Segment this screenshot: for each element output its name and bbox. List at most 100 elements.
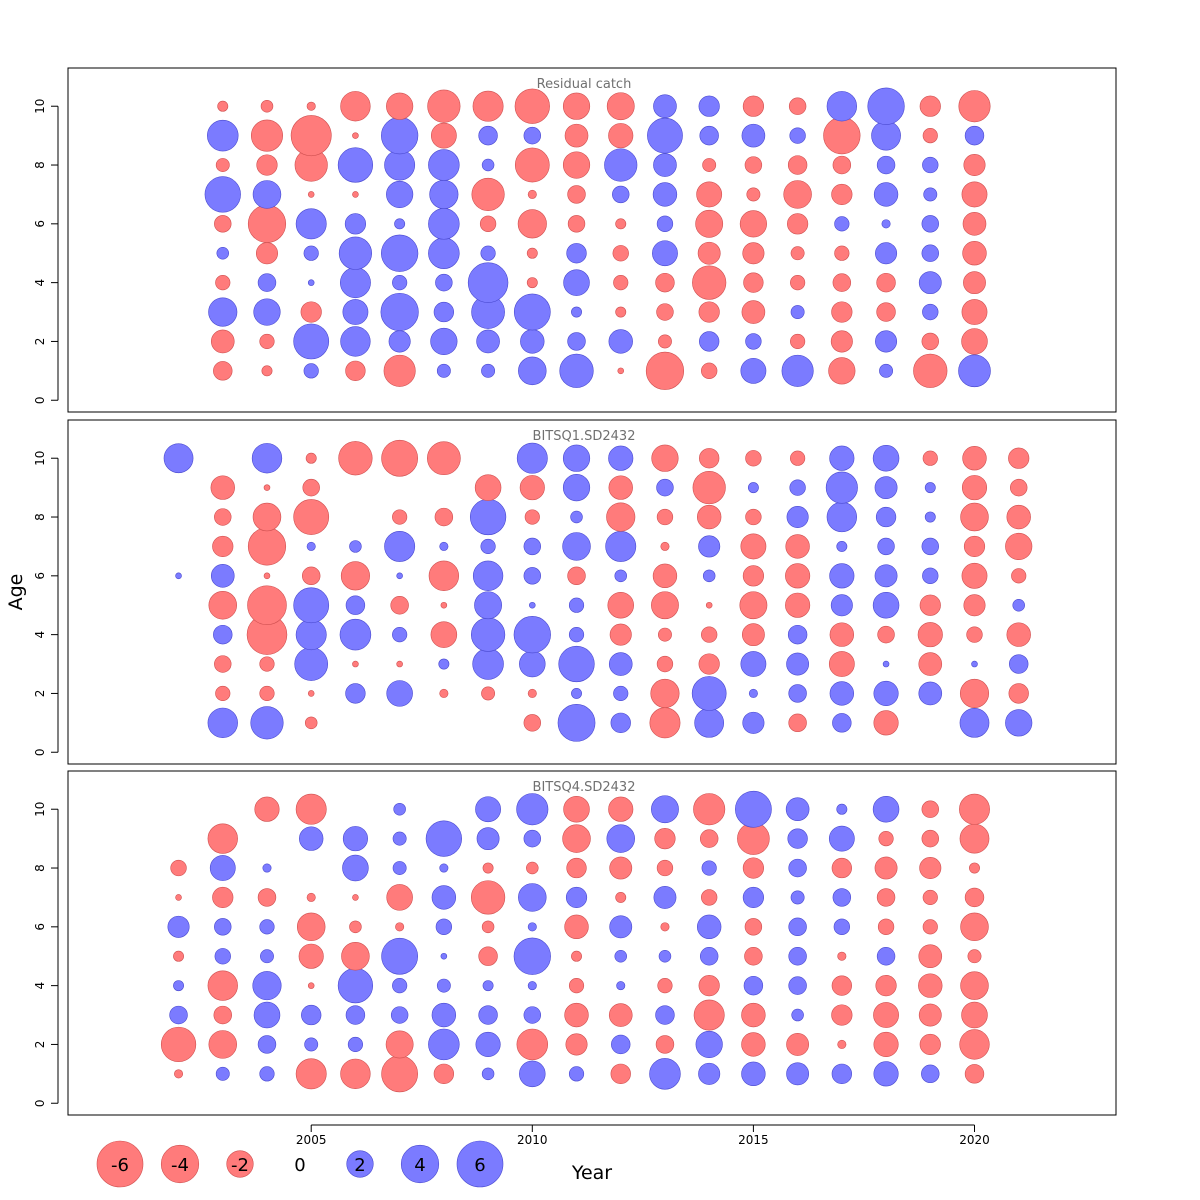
- residual-bubble: [960, 971, 989, 1000]
- residual-bubble: [393, 802, 406, 816]
- residual-bubble: [876, 302, 896, 322]
- residual-bubble: [881, 219, 891, 229]
- residual-bubble: [427, 89, 461, 123]
- residual-bubble: [788, 976, 807, 995]
- residual-bubble: [656, 478, 674, 497]
- residual-bubble: [392, 275, 408, 291]
- residual-bubble: [1011, 568, 1027, 584]
- residual-bubble: [656, 655, 674, 673]
- residual-bubble: [694, 707, 725, 738]
- residual-bubble: [741, 1061, 766, 1087]
- residual-bubble: [611, 1034, 631, 1055]
- residual-bubble: [295, 1058, 327, 1090]
- residual-bubble: [787, 155, 808, 175]
- residual-bubble: [649, 1058, 681, 1090]
- residual-bubble: [214, 215, 232, 233]
- residual-bubble: [570, 510, 583, 524]
- residual-bubble: [1008, 447, 1030, 469]
- residual-bubble: [604, 148, 638, 182]
- residual-bubble: [913, 353, 948, 388]
- residual-bubble: [608, 796, 634, 822]
- residual-bubble: [479, 215, 497, 232]
- residual-bubble: [513, 937, 551, 975]
- residual-bubble: [208, 1030, 237, 1059]
- residual-bubble: [529, 601, 536, 609]
- residual-bubble: [790, 275, 806, 291]
- residual-bubble: [919, 594, 941, 616]
- residual-bubble: [566, 243, 587, 264]
- residual-bubble: [516, 442, 548, 474]
- residual-bubble: [481, 1067, 495, 1081]
- y-tick-label: 4: [33, 631, 47, 639]
- residual-bubble: [607, 591, 634, 619]
- legend-bubble: [160, 1144, 200, 1184]
- residual-bubble: [786, 506, 809, 529]
- residual-bubble: [381, 439, 419, 477]
- residual-bubble: [425, 820, 462, 857]
- residual-bubble: [562, 444, 591, 472]
- residual-bubble: [475, 1031, 501, 1057]
- residual-bubble: [481, 158, 495, 172]
- residual-bubble: [254, 796, 280, 822]
- y-axis-title: Age: [5, 574, 27, 611]
- residual-bubble: [919, 1033, 941, 1056]
- residual-bubble: [207, 823, 238, 854]
- residual-bubble: [743, 272, 764, 293]
- residual-bubble: [562, 92, 591, 120]
- residual-bubble: [656, 303, 674, 321]
- residual-bubble: [918, 1003, 942, 1027]
- residual-bubble: [960, 912, 989, 942]
- residual-bubble: [613, 685, 629, 702]
- residual-bubble: [305, 452, 317, 464]
- residual-bubble: [337, 968, 374, 1004]
- residual-bubble: [873, 1031, 899, 1057]
- residual-bubble: [918, 973, 943, 998]
- residual-bubble: [381, 234, 419, 272]
- residual-bubble: [787, 828, 808, 849]
- legend-bubble: [226, 1150, 254, 1178]
- residual-bubble: [871, 120, 901, 151]
- residual-bubble: [436, 978, 451, 993]
- residual-bubble: [744, 947, 763, 966]
- residual-bubble: [344, 213, 367, 235]
- legend-label: 0: [294, 1155, 305, 1176]
- residual-bubble: [735, 790, 772, 828]
- residual-bubble: [740, 357, 767, 384]
- residual-bubble: [390, 596, 409, 615]
- residual-bubble: [645, 351, 685, 390]
- residual-bubble: [1009, 654, 1029, 674]
- residual-bubble: [831, 857, 852, 879]
- residual-bubble: [392, 861, 407, 875]
- residual-bubble: [247, 527, 287, 566]
- residual-bubble: [785, 534, 810, 559]
- residual-bubble: [338, 236, 372, 270]
- residual-bubble: [290, 115, 332, 157]
- residual-bubble: [396, 572, 403, 580]
- residual-bubble: [386, 680, 413, 707]
- residual-bubble: [876, 947, 896, 966]
- residual-bubble: [571, 687, 582, 699]
- residual-bubble: [963, 535, 986, 558]
- residual-bubble: [440, 601, 448, 609]
- residual-bubble: [960, 502, 989, 532]
- residual-bubble: [173, 950, 184, 962]
- legend-label: 4: [414, 1155, 425, 1176]
- residual-bubble: [657, 978, 673, 994]
- residual-bubble: [959, 678, 990, 708]
- residual-bubble: [215, 685, 231, 702]
- residual-bubble: [295, 619, 327, 651]
- residual-bubble: [256, 154, 278, 176]
- residual-bubble: [831, 183, 853, 206]
- residual-bubble: [352, 191, 359, 198]
- residual-bubble: [167, 915, 190, 938]
- residual-bubble: [615, 306, 627, 318]
- y-tick-label: 0: [33, 1099, 47, 1107]
- y-tick-label: 4: [33, 279, 47, 287]
- residual-bubble: [352, 132, 359, 139]
- residual-bubble: [655, 272, 675, 293]
- residual-bubble: [876, 888, 896, 907]
- y-tick-label: 2: [33, 1041, 47, 1049]
- residual-bubble: [837, 951, 847, 961]
- residual-bubble: [523, 1006, 542, 1024]
- residual-bubble: [833, 918, 850, 935]
